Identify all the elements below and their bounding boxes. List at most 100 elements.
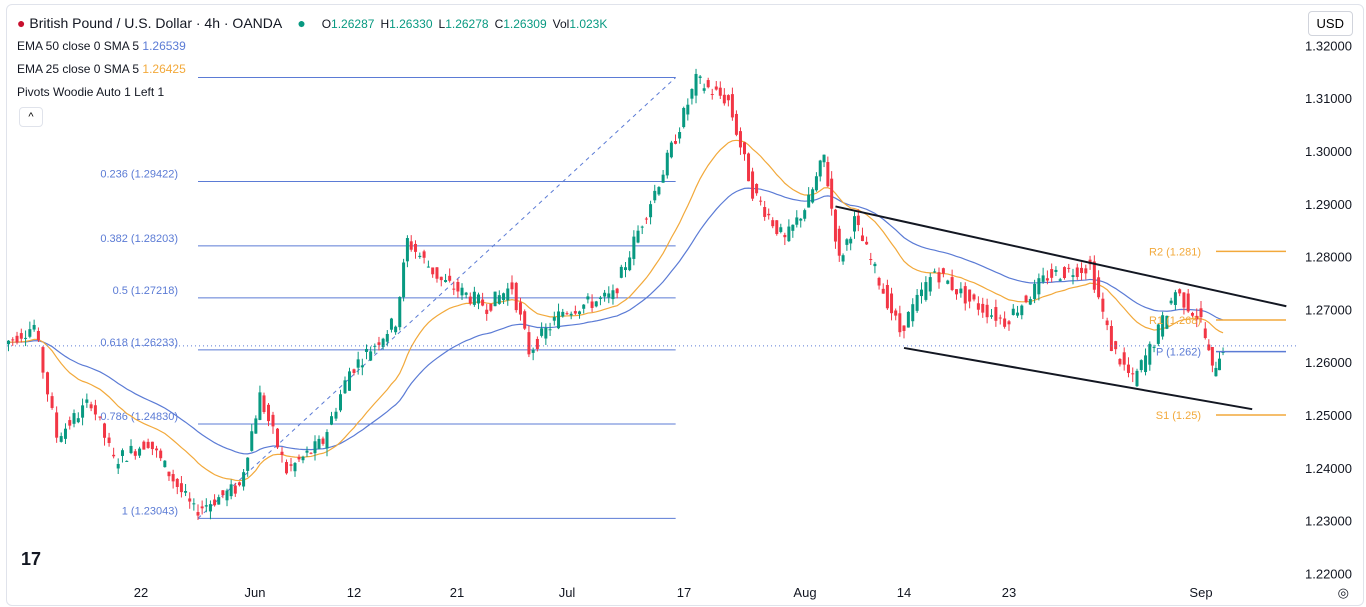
- candle-body: [644, 218, 648, 220]
- candle-body: [1062, 267, 1066, 278]
- candle-body: [1131, 373, 1135, 375]
- candle-body: [330, 416, 333, 425]
- candle-body: [452, 288, 456, 290]
- candle-body: [317, 438, 321, 449]
- candle-body: [133, 451, 137, 456]
- candle-body: [814, 176, 818, 191]
- candle-body: [192, 503, 196, 505]
- candle-body: [544, 327, 548, 339]
- candle-body: [985, 304, 989, 318]
- candle-body: [426, 266, 430, 268]
- candle-body: [98, 416, 102, 418]
- candle-body: [1114, 341, 1118, 350]
- gear-icon[interactable]: ◎: [1337, 585, 1349, 600]
- candle-body: [1156, 324, 1160, 344]
- candle-body: [213, 499, 217, 506]
- candle-body: [678, 132, 682, 139]
- candle-body: [628, 257, 632, 271]
- x-tick-label: Sep: [1189, 585, 1212, 600]
- candle-body: [586, 296, 590, 300]
- candle-body: [726, 95, 730, 101]
- candle-body: [869, 259, 873, 261]
- candle-body: [418, 255, 422, 258]
- currency-selector[interactable]: USD: [1307, 11, 1353, 36]
- candle-body: [1169, 300, 1173, 304]
- candle-body: [76, 418, 80, 423]
- x-tick-label: Aug: [793, 585, 816, 600]
- candle-body: [783, 234, 787, 238]
- candle-body: [807, 194, 811, 208]
- candle-body: [527, 332, 531, 355]
- candle-body: [309, 452, 313, 454]
- pivots-legend[interactable]: Pivots Woodie Auto 1 Left 1: [17, 85, 164, 99]
- candle-body: [305, 450, 309, 453]
- ema50-label: EMA 50 close 0 SMA 5: [17, 39, 140, 53]
- fib-level-label: 0.5 (1.27218): [113, 285, 178, 297]
- candle-body: [325, 432, 329, 449]
- candle-body: [334, 411, 338, 419]
- fib-level-label: 1 (1.23043): [122, 505, 178, 517]
- candle-body: [615, 288, 619, 294]
- candle-body: [89, 404, 93, 409]
- chart-frame[interactable]: 1.32000 1.31000 1.30000 1.29000 1.28000 1.270…: [6, 4, 1364, 606]
- fib-level-label: 0.236 (1.29422): [100, 169, 178, 181]
- candle-body: [262, 395, 266, 412]
- price-chart[interactable]: 1.32000 1.31000 1.30000 1.29000 1.28000 1.270…: [7, 5, 1363, 605]
- pivot-label: R1 (1.268): [1149, 315, 1201, 327]
- candle-body: [237, 482, 241, 486]
- candle-body: [301, 456, 305, 461]
- candle-body: [738, 131, 742, 148]
- candle-body: [661, 174, 665, 183]
- candle-body: [502, 293, 506, 301]
- candle-body: [1118, 359, 1122, 365]
- flag-icon: ●: [17, 15, 26, 31]
- candle-body: [258, 392, 262, 420]
- candle-body: [1186, 293, 1190, 312]
- ohlc-values: O1.26287 H1.26330 L1.26278 C1.26309 Vol1.023…: [322, 17, 614, 31]
- candle-body: [116, 463, 120, 469]
- ema25-legend[interactable]: EMA 25 close 0 SMA 5 1.26425: [17, 62, 186, 76]
- candle-body: [1109, 326, 1113, 352]
- candle-body: [573, 311, 577, 314]
- candle-body: [856, 215, 860, 226]
- candle-body: [818, 160, 822, 177]
- candle-body: [1152, 346, 1156, 348]
- candle-body: [1122, 352, 1126, 365]
- candle-body: [1178, 289, 1182, 294]
- candle-body: [1058, 279, 1062, 281]
- candle-body: [81, 405, 85, 418]
- candle-body: [1161, 315, 1165, 337]
- candle-body: [706, 80, 710, 88]
- candle-body: [184, 491, 188, 493]
- candle-body: [877, 277, 881, 286]
- candle-body: [369, 351, 373, 361]
- y-tick-label: 1.22000: [1305, 566, 1352, 581]
- candle-body: [242, 472, 246, 487]
- candle-body: [767, 213, 771, 216]
- candle-body: [582, 304, 586, 309]
- candle-body: [714, 86, 718, 90]
- chevron-up-icon[interactable]: ^: [19, 107, 43, 127]
- candle-body: [1199, 308, 1203, 318]
- candle-body: [933, 271, 937, 273]
- candle-body: [1217, 358, 1221, 371]
- candle-body: [381, 338, 385, 347]
- candle-body: [217, 497, 221, 505]
- candle-body: [1080, 267, 1084, 273]
- candle-body: [171, 474, 175, 482]
- candle-body: [1182, 292, 1186, 308]
- candle-body: [68, 420, 72, 426]
- candle-body: [636, 230, 640, 243]
- candle-body: [1071, 275, 1075, 277]
- candle-body: [890, 293, 894, 314]
- candle-body: [510, 282, 514, 290]
- candle-body: [1045, 278, 1049, 281]
- tradingview-logo[interactable]: 17: [21, 549, 42, 569]
- candle-body: [779, 227, 783, 232]
- candle-body: [920, 289, 923, 297]
- candle-body: [710, 93, 714, 95]
- ema50-legend[interactable]: EMA 50 close 0 SMA 5 1.26539: [17, 39, 186, 53]
- candle-body: [1105, 320, 1109, 326]
- candle-body: [894, 310, 898, 316]
- candle-body: [841, 255, 845, 262]
